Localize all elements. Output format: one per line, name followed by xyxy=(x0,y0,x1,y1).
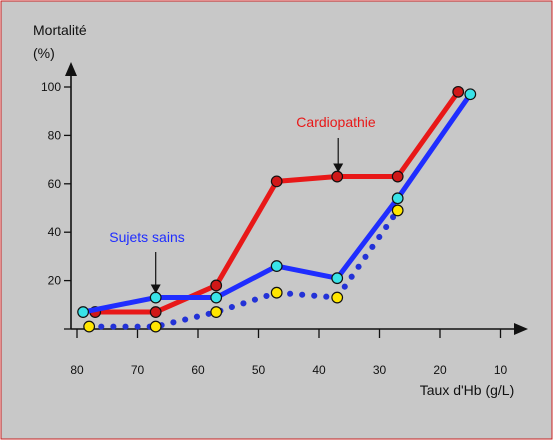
series-layer xyxy=(77,85,477,333)
y-tick-label: 100 xyxy=(41,80,61,94)
data-point-marker xyxy=(83,320,96,333)
data-point-marker xyxy=(270,175,283,188)
x-tick-label: 50 xyxy=(252,363,266,377)
x-tick-label: 60 xyxy=(191,363,205,377)
data-point-marker xyxy=(391,204,404,217)
data-point-marker xyxy=(331,291,344,304)
data-point-marker xyxy=(452,85,465,98)
data-point-marker xyxy=(331,272,344,285)
data-point-marker xyxy=(391,170,404,183)
y-tick-label: 80 xyxy=(48,128,62,142)
cardiopathie-label: Cardiopathie xyxy=(296,114,376,130)
sujets-sains-label: Sujets sains xyxy=(109,229,184,245)
x-axis-title: Taux d'Hb (g/L) xyxy=(420,382,515,398)
annotation-layer: Cardiopathie Sujets sains xyxy=(109,114,376,294)
x-tick-label: 80 xyxy=(70,363,84,377)
data-point-marker xyxy=(270,260,283,272)
x-ticks: 80 70 60 50 40 30 20 10 xyxy=(70,329,507,377)
data-point-marker xyxy=(210,279,223,292)
data-point-marker xyxy=(149,320,162,333)
data-point-marker xyxy=(210,306,223,318)
axes xyxy=(65,62,528,335)
data-point-marker xyxy=(77,306,89,318)
x-tick-label: 20 xyxy=(433,363,447,377)
y-ticks: 20 40 60 80 100 xyxy=(41,80,71,330)
annotation-arrow-icon xyxy=(333,163,344,173)
x-tick-label: 30 xyxy=(373,363,387,377)
y-axis-arrow-icon xyxy=(65,62,77,76)
data-point-marker xyxy=(270,286,283,299)
x-tick-label: 40 xyxy=(312,363,326,377)
y-tick-label: 60 xyxy=(48,177,62,191)
data-point-marker xyxy=(331,170,344,183)
data-point-marker xyxy=(391,192,404,205)
data-point-marker xyxy=(464,88,477,101)
y-tick-label: 40 xyxy=(48,225,62,239)
x-tick-label: 70 xyxy=(131,363,145,377)
x-axis-arrow-icon xyxy=(514,323,528,335)
series-line-group xyxy=(77,88,477,318)
data-point-marker xyxy=(210,291,223,304)
annotation-arrow-icon xyxy=(150,284,161,294)
y-tick-label: 20 xyxy=(48,274,62,288)
dotted-series xyxy=(83,204,404,333)
data-point-marker xyxy=(149,306,162,318)
data-point-marker xyxy=(149,291,162,304)
x-tick-label: 10 xyxy=(494,363,508,377)
y-axis-title-line-2: (%) xyxy=(33,45,55,61)
y-axis-title-line-1: Mortalité xyxy=(33,22,87,38)
